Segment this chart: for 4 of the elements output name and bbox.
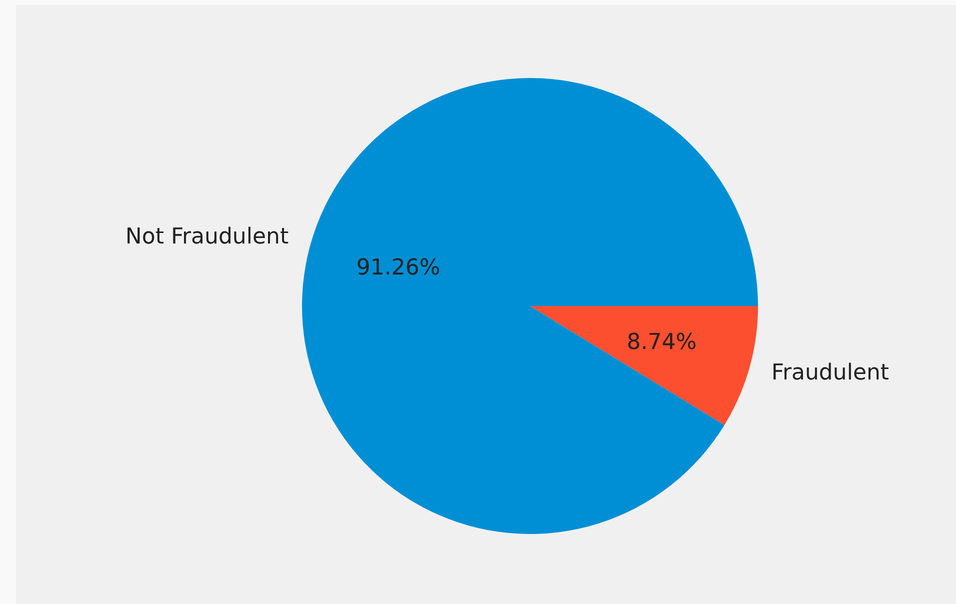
data-label: 8.74% xyxy=(626,330,697,355)
slice-label: Fraudulent xyxy=(771,360,890,386)
data-label: 91.26% xyxy=(356,256,440,281)
slice-label: Not Fraudulent xyxy=(125,224,289,250)
